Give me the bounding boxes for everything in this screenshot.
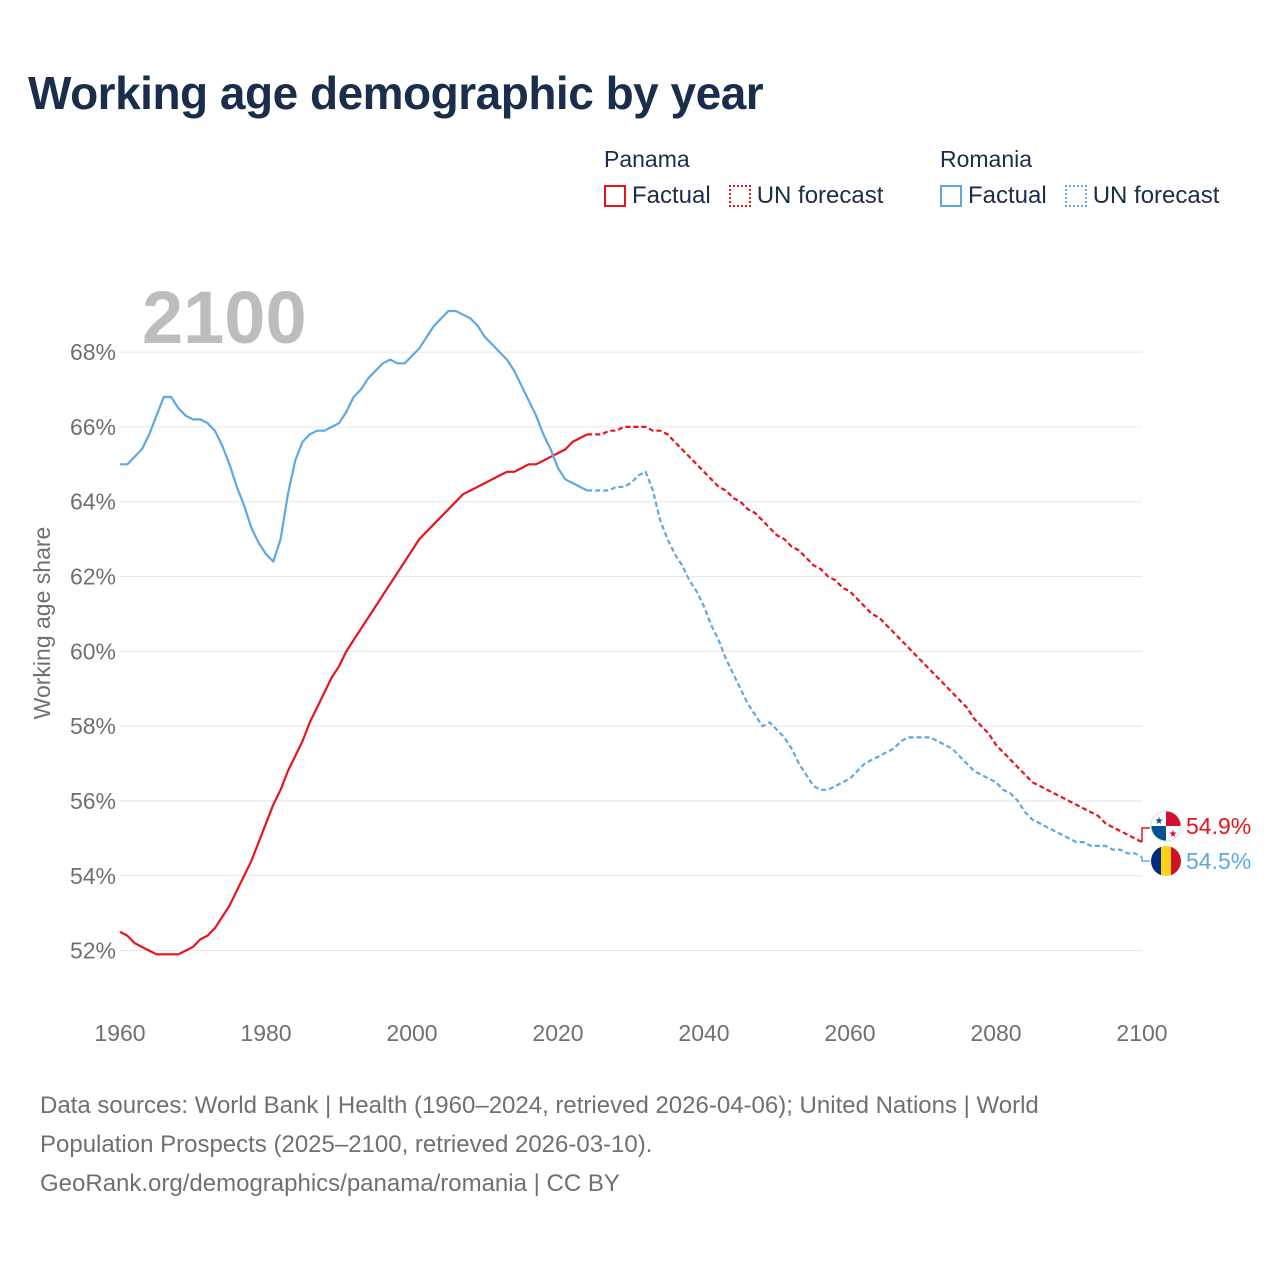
x-tick-label: 2100 xyxy=(1116,1020,1167,1046)
y-tick-label: 58% xyxy=(70,713,116,739)
sources-line-1: Data sources: World Bank | Health (1960–… xyxy=(40,1092,1039,1119)
svg-text:★: ★ xyxy=(1155,816,1164,827)
panama-forecast-line xyxy=(587,425,1143,844)
legend-group-panama: Panama Factual UN forecast xyxy=(604,142,901,216)
romania-end-connector xyxy=(1141,857,1150,862)
sources-line-2: Population Prospects (2025–2100, retriev… xyxy=(40,1131,653,1158)
legend-label-romania-forecast: UN forecast xyxy=(1092,182,1220,209)
y-tick-label: 56% xyxy=(70,788,116,814)
legend-country-romania: Romania xyxy=(940,146,1033,172)
legend-swatch-romania-forecast xyxy=(1064,185,1087,207)
legend-swatch-panama-factual xyxy=(604,185,626,207)
legend-label-romania-factual: Factual xyxy=(968,182,1047,209)
legend-group-romania: Romania Factual UN forecast xyxy=(940,142,1237,216)
chart-area: 2100 52% 54% 56% 58% 60% 62% 64% 66% 68% 1960 198… xyxy=(29,276,1251,1046)
y-tick-label: 62% xyxy=(70,564,116,590)
y-tick-label: 60% xyxy=(70,638,116,664)
y-tick-label: 68% xyxy=(70,339,116,365)
legend-label-panama-factual: Factual xyxy=(632,182,711,209)
y-tick-label: 52% xyxy=(70,938,116,964)
x-tick-label: 2020 xyxy=(532,1020,583,1046)
legend-country-panama: Panama xyxy=(604,146,690,172)
legend-item-panama-forecast[interactable]: UN forecast xyxy=(728,182,884,210)
year-watermark: 2100 xyxy=(142,276,307,359)
romania-flag-icon xyxy=(1151,846,1181,876)
svg-text:★: ★ xyxy=(1169,829,1178,840)
series-lines xyxy=(119,309,1143,956)
legend-item-panama-factual[interactable]: Factual xyxy=(604,182,711,210)
legend-swatch-romania-factual xyxy=(940,185,962,207)
y-tick-label: 54% xyxy=(70,863,116,889)
romania-forecast-line xyxy=(587,470,1143,859)
x-tick-label: 2060 xyxy=(824,1020,875,1046)
data-sources: Data sources: World Bank | Health (1960–… xyxy=(40,1086,1190,1203)
panama-end-connector xyxy=(1141,827,1150,843)
y-tick-label: 64% xyxy=(70,489,116,515)
y-tick-label: 66% xyxy=(70,414,116,440)
x-tick-label: 2080 xyxy=(970,1020,1021,1046)
legend-item-romania-forecast[interactable]: UN forecast xyxy=(1064,182,1220,210)
x-axis-ticks: 1960 1980 2000 2020 2040 2060 2080 2100 xyxy=(94,1020,1167,1046)
x-tick-label: 2000 xyxy=(386,1020,437,1046)
x-tick-label: 1960 xyxy=(94,1020,145,1046)
legend-swatch-panama-forecast xyxy=(728,185,751,207)
romania-end-value: 54.5% xyxy=(1186,848,1251,874)
y-axis-label: Working age share xyxy=(29,527,55,720)
gridlines xyxy=(120,351,1142,952)
panama-end-value: 54.9% xyxy=(1186,813,1251,839)
chart-title: Working age demographic by year xyxy=(28,67,764,119)
x-tick-label: 1980 xyxy=(240,1020,291,1046)
legend-label-panama-forecast: UN forecast xyxy=(756,182,884,209)
y-axis-ticks: 52% 54% 56% 58% 60% 62% 64% 66% 68% xyxy=(70,339,116,963)
panama-end-marker: ★ ★ 54.9% xyxy=(1141,810,1251,843)
romania-factual-line xyxy=(120,309,588,563)
x-tick-label: 2040 xyxy=(678,1020,729,1046)
panama-factual-line xyxy=(119,433,588,956)
panama-flag-icon: ★ ★ xyxy=(1150,810,1182,842)
romania-end-marker: 54.5% xyxy=(1141,846,1251,876)
legend-item-romania-factual[interactable]: Factual xyxy=(940,182,1047,210)
sources-line-3[interactable]: GeoRank.org/demographics/panama/romania … xyxy=(40,1170,620,1197)
